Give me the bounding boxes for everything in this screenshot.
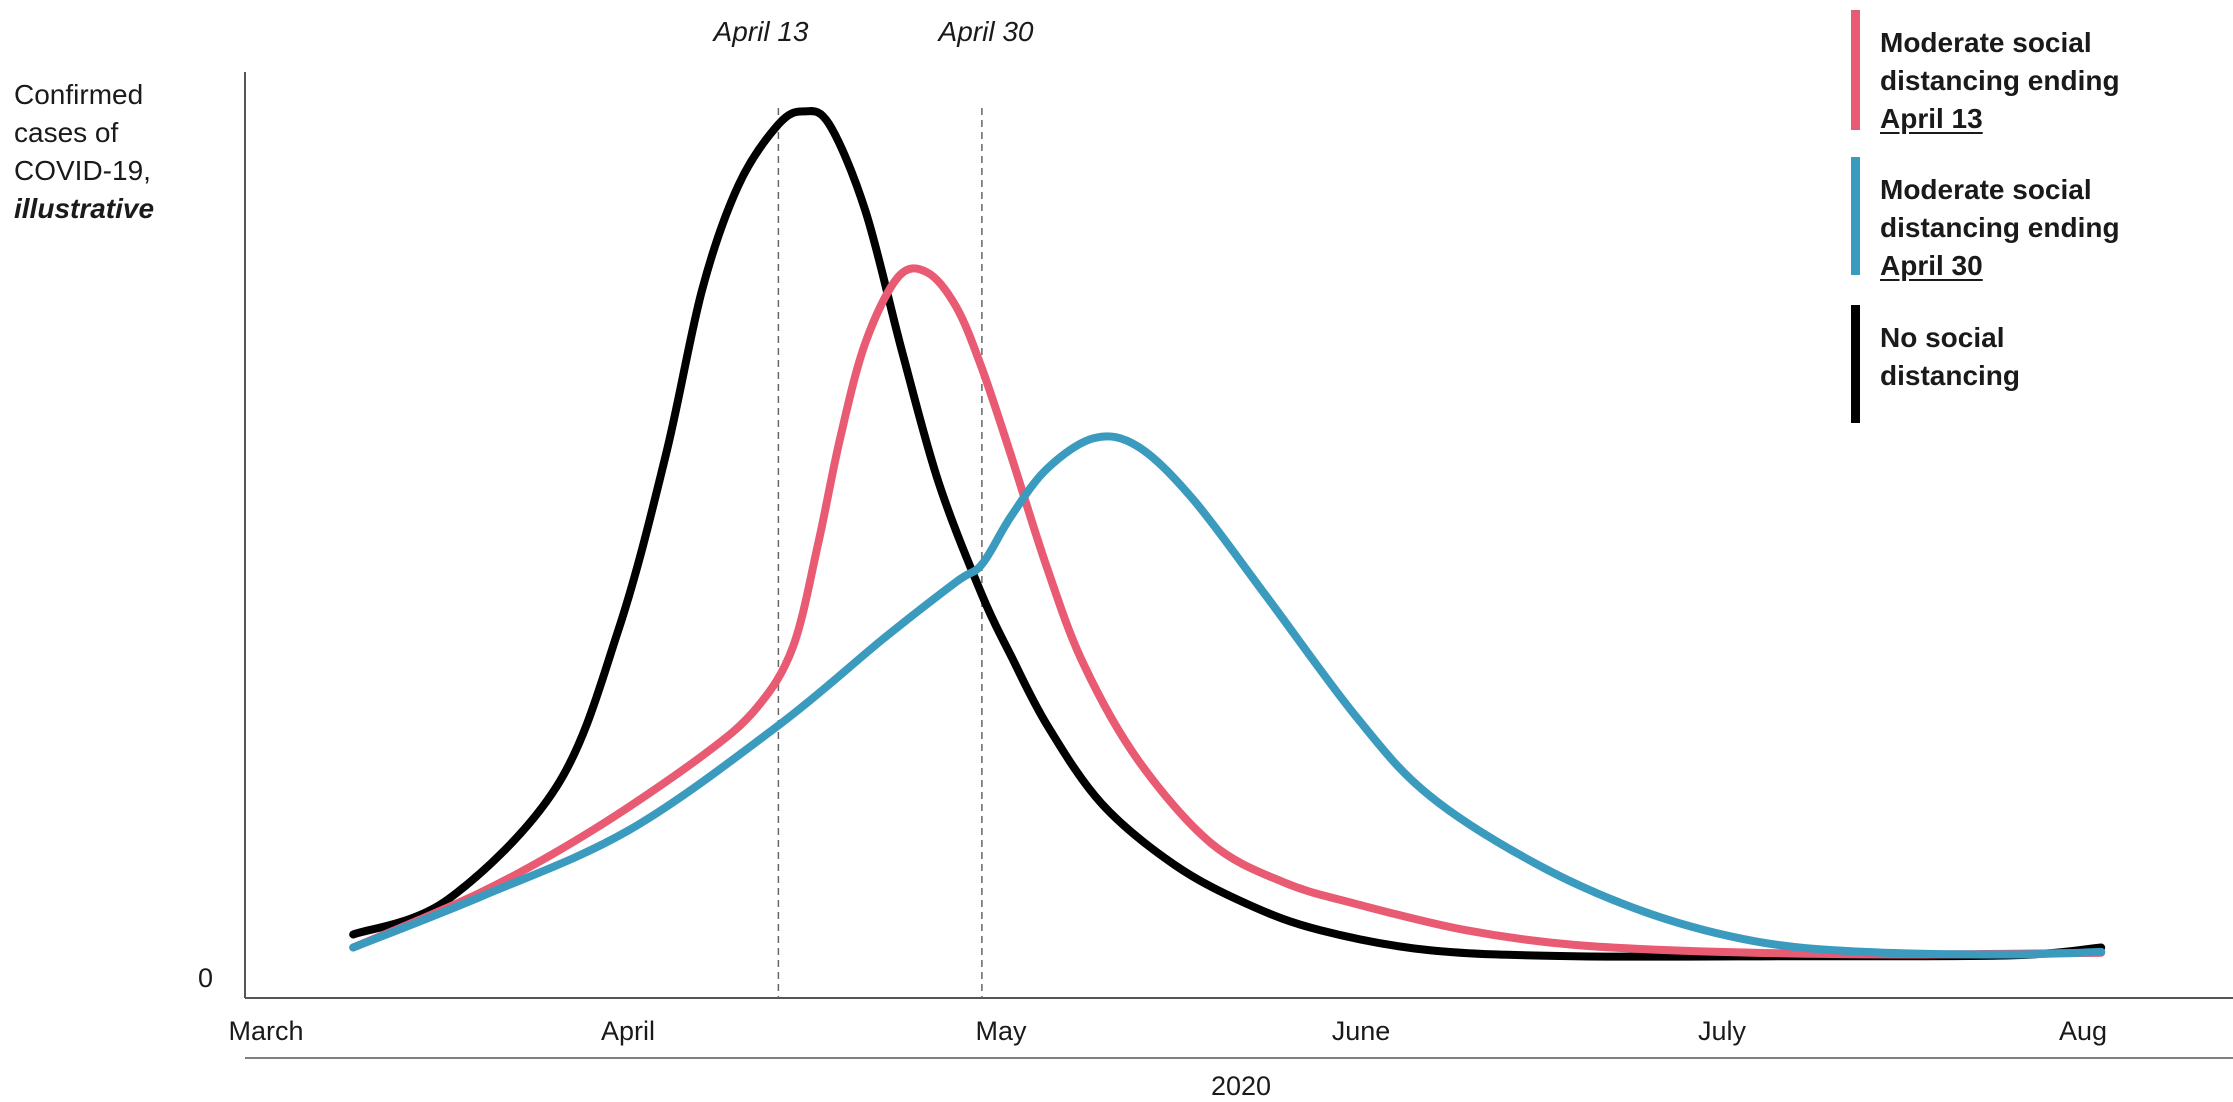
- reference-label-april-30: April 30: [938, 16, 1034, 47]
- legend-text-line1: No social: [1880, 322, 2005, 353]
- legend-item-no-social-distancing: No social distancing: [1851, 305, 2221, 423]
- y-axis-label: Confirmed cases of COVID-19, illustrativ…: [14, 76, 154, 228]
- legend-text-emphasis: April 30: [1880, 250, 1983, 281]
- legend-text-line2: distancing ending: [1880, 65, 2120, 96]
- series-line-sd_apr13: [349, 264, 2106, 959]
- legend-item-april-13: Moderate social distancing ending April …: [1851, 10, 2221, 134]
- y-axis-label-line3: COVID-19,: [14, 155, 151, 186]
- reference-lines: [777, 108, 983, 998]
- legend-swatch-april-30: [1851, 157, 1860, 275]
- legend-text-line1: Moderate social: [1880, 27, 2092, 58]
- legend-item-april-30: Moderate social distancing ending April …: [1851, 157, 2221, 281]
- y-axis-label-emphasis: illustrative: [14, 193, 155, 224]
- series-layer: [349, 107, 2106, 961]
- reference-label-april-13: April 13: [713, 16, 809, 47]
- series-line-no_sd: [349, 107, 2106, 961]
- series-line-sd_apr30: [349, 432, 2106, 959]
- legend-text-line2: distancing: [1880, 360, 2021, 391]
- y-axis-label-line1: Confirmed: [14, 79, 144, 110]
- x-tick-march: March: [228, 1016, 304, 1046]
- x-tick-aug: Aug: [2058, 1016, 2108, 1046]
- x-tick-may: May: [975, 1016, 1027, 1046]
- y-zero-tick-label: 0: [198, 963, 214, 993]
- legend-text-emphasis: April 13: [1880, 103, 1983, 134]
- y-axis-label-line2: cases of: [14, 117, 119, 148]
- x-axis-label: 2020: [1210, 1071, 1272, 1101]
- legend-text-line2: distancing ending: [1880, 212, 2120, 243]
- x-tick-june: June: [1331, 1016, 1391, 1046]
- legend-swatch-april-13: [1851, 10, 1860, 130]
- x-tick-april: April: [600, 1016, 656, 1046]
- x-tick-july: July: [1697, 1016, 1747, 1046]
- legend-swatch-no-social-distancing: [1851, 305, 1860, 423]
- legend-text-line1: Moderate social: [1880, 174, 2092, 205]
